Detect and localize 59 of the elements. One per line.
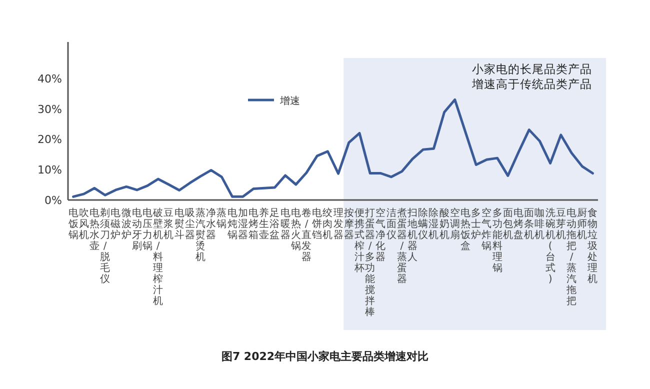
- x-tick-label: 破壁机/料理榨汁机: [153, 208, 164, 307]
- x-tick-label: 面包机: [502, 208, 513, 241]
- x-tick-label: 剃须刀/脱毛仪: [100, 208, 110, 285]
- x-tick-label: 便携式榨汁杯: [354, 208, 364, 274]
- x-tick-label: 绞肉机: [322, 208, 333, 241]
- x-tick-label: 酸奶机: [439, 208, 450, 241]
- y-tick-label: 10%: [38, 164, 62, 177]
- y-tick-label: 20%: [38, 133, 62, 146]
- x-tick-label: 卷/直发器: [302, 208, 312, 263]
- x-tick-label: 净水器: [206, 208, 216, 241]
- y-tick-label: 40%: [38, 72, 62, 86]
- x-tick-label: 豆芽机: [556, 208, 566, 241]
- x-tick-label: 加湿器: [238, 208, 248, 241]
- x-tick-label: 电动牙刷: [132, 208, 142, 252]
- x-tick-label: 空气净化器: [376, 208, 386, 263]
- x-tick-label: 电烤箱: [248, 208, 258, 241]
- x-tick-label: 除湿机: [428, 208, 439, 241]
- x-tick-label: 洗碗机(台式): [545, 208, 556, 285]
- x-tick-label: 电磁炉: [110, 208, 121, 241]
- x-tick-label: 多士炉: [471, 208, 482, 241]
- annotation: 增速高于传统品类产品: [471, 77, 592, 91]
- y-tick-label: 0%: [44, 194, 62, 207]
- x-tick-label: 豆浆机: [164, 208, 174, 241]
- x-tick-label: 空调扇: [450, 208, 460, 241]
- x-tick-label: 蒸锅: [216, 208, 227, 230]
- x-tick-label: 按摩器: [344, 208, 354, 241]
- x-tick-label: 洁面仪: [386, 208, 396, 241]
- x-tick-label: 蒸汽熨烫机: [196, 208, 206, 263]
- x-tick-label: 多功能料理锅: [492, 208, 502, 274]
- x-tick-label: 电饼铛: [312, 208, 322, 241]
- x-tick-label: 电饭锅: [68, 208, 78, 241]
- x-tick-label: 电压力锅: [142, 208, 152, 252]
- x-tick-label: 打蛋器/多功能搅拌棒: [365, 208, 376, 318]
- x-tick-label: 微波炉: [121, 208, 132, 241]
- text: 图7 2022年中国小家电主要品类增速对比: [221, 350, 429, 363]
- x-tick-label: 电炖锅: [227, 208, 238, 241]
- legend-label: 增速: [279, 95, 300, 107]
- y-tick-label: 30%: [38, 102, 62, 116]
- x-tick-label: 面条机: [524, 208, 534, 241]
- x-tick-label: 电热火锅: [290, 208, 301, 252]
- x-tick-label: 电动拖把/蒸汽拖把: [566, 208, 576, 307]
- x-tick-label: 吹风机: [78, 208, 89, 241]
- x-tick-label: 理发器: [333, 208, 344, 241]
- x-tick-label: 足浴盆: [270, 208, 280, 241]
- x-tick-label: 煮蛋器/蒸蛋器: [396, 208, 407, 285]
- x-tick-label: 电热饭盒: [460, 208, 470, 252]
- x-tick-label: 电烤盘: [514, 208, 524, 241]
- x-tick-label: 空气炸锅: [482, 208, 492, 252]
- x-tick-label: 电热水壶: [90, 208, 100, 252]
- x-tick-label: 咖啡机: [534, 208, 545, 241]
- annotation: 小家电的长尾品类产品: [472, 62, 592, 76]
- x-tick-label: 电熨斗: [174, 208, 184, 241]
- x-tick-label: 扫地机器人: [408, 208, 418, 263]
- x-tick-label: 吸尘器: [184, 208, 195, 241]
- x-tick-label: 食物垃圾处理机: [588, 208, 598, 285]
- x-tick-label: 电暖器: [280, 208, 290, 241]
- x-tick-label: 厨师机: [577, 208, 588, 241]
- x-tick-label: 除螨仪: [418, 208, 428, 241]
- x-tick-label: 养生壶: [259, 208, 270, 241]
